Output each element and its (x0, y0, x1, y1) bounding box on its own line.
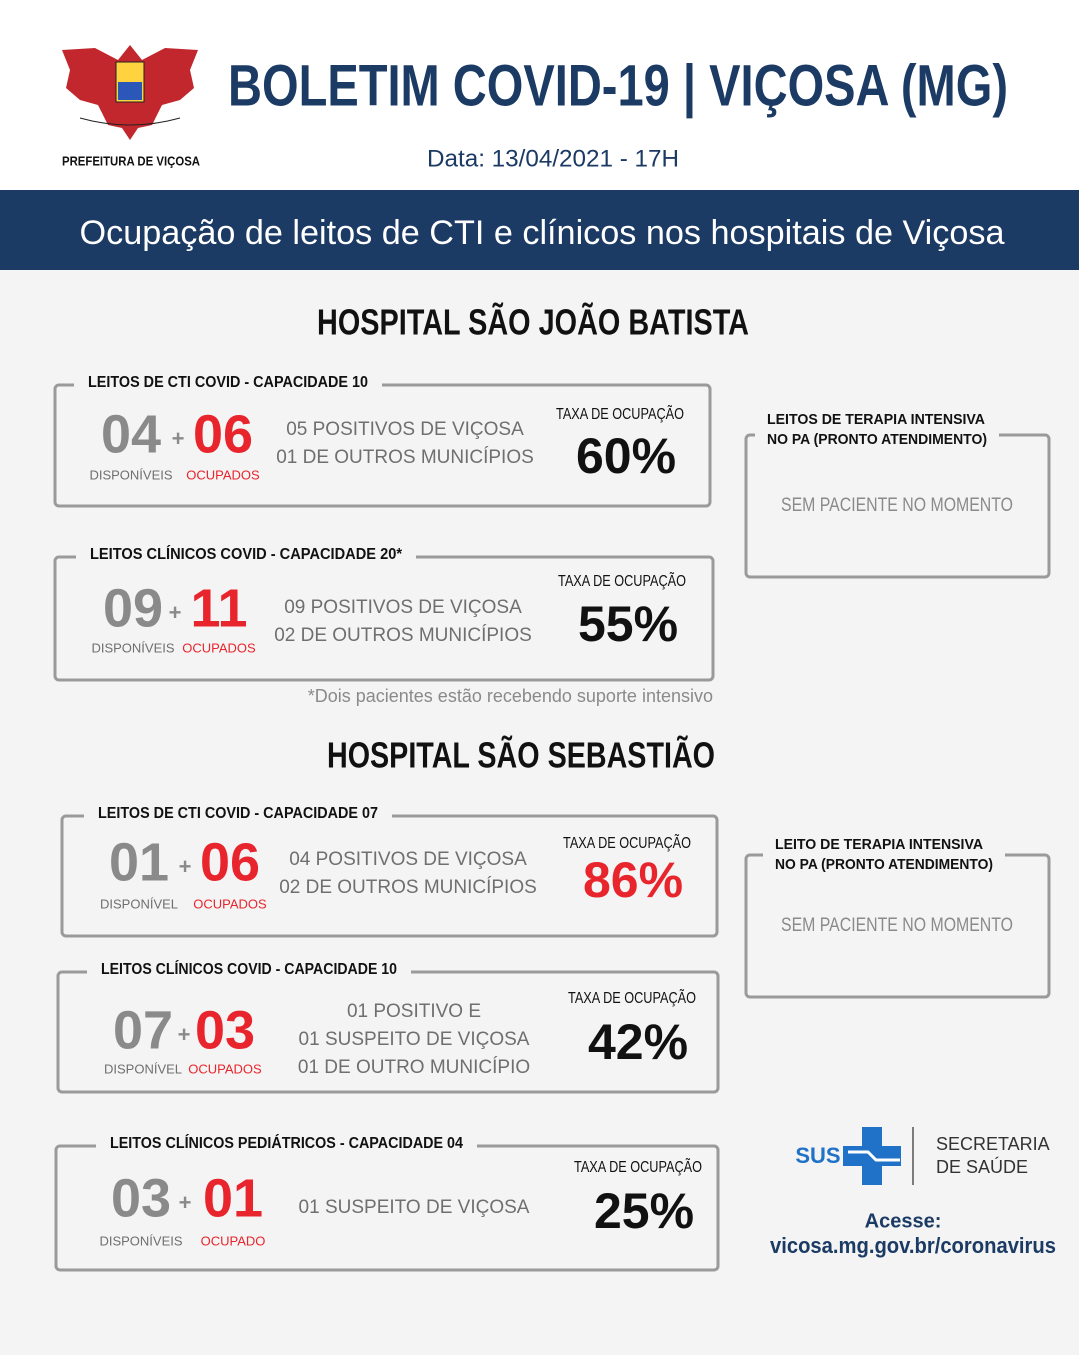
occupied: 01 (203, 1168, 263, 1228)
logo (62, 45, 198, 140)
occupied: 06 (193, 404, 253, 464)
rate: 25% (594, 1183, 694, 1239)
sus: SUS (795, 1143, 840, 1168)
occupied-label: OCUPADO (201, 1233, 266, 1248)
available-label: DISPONÍVEIS (89, 467, 172, 482)
label-bg (96, 1132, 477, 1158)
box-label: LEITOS CLÍNICOS COVID - CAPACIDADE 10 (101, 959, 397, 978)
label-bg (87, 958, 411, 984)
available-label: DISPONÍVEL (100, 896, 178, 911)
occupied: 11 (190, 578, 247, 638)
ribbon (79, 117, 181, 126)
label-bg (76, 543, 416, 569)
available: 01 (109, 832, 169, 892)
available-label: DISPONÍVEL (104, 1061, 182, 1076)
rate-label: TAXA DE OCUPAÇÃO (574, 1156, 702, 1176)
plus: + (172, 426, 185, 451)
date: Data: 13/04/2021 - 17H (427, 145, 679, 172)
pa-label: LEITOS DE TERAPIA INTENSIVA (767, 411, 985, 428)
logo-caption: PREFEITURA DE VIÇOSA (62, 153, 201, 168)
box-label: LEITOS CLÍNICOS PEDIÁTRICOS - CAPACIDADE… (110, 1133, 463, 1152)
detail: 01 POSITIVO E (347, 1001, 481, 1022)
box-label: LEITOS CLÍNICOS COVID - CAPACIDADE 20* (90, 544, 403, 563)
rate-label: TAXA DE OCUPAÇÃO (558, 570, 686, 590)
detail: 05 POSITIVOS DE VIÇOSA (286, 419, 524, 440)
label-bg (74, 371, 382, 397)
box (53, 383, 712, 508)
hospital-name: HOSPITAL SÃO JOÃO BATISTA (317, 301, 749, 343)
label-bg (84, 802, 392, 828)
rate: 55% (578, 596, 678, 652)
label-bg (755, 408, 999, 452)
note: *Dois pacientes estão recebendo suporte … (308, 686, 713, 706)
occupied: 03 (195, 1000, 255, 1060)
pa-label: LEITO DE TERAPIA INTENSIVA (775, 836, 983, 853)
detail: 01 SUSPEITO DE VIÇOSA (299, 1029, 530, 1050)
banner: Ocupação de leitos de CTI e clínicos nos… (80, 214, 1005, 252)
available: 09 (103, 578, 163, 638)
rate-label: TAXA DE OCUPAÇÃO (568, 987, 696, 1007)
available-label: DISPONÍVEIS (99, 1233, 182, 1248)
detail: 02 DE OUTROS MUNICÍPIOS (279, 877, 537, 898)
rate: 42% (588, 1014, 688, 1070)
detail: 02 DE OUTROS MUNICÍPIOS (274, 625, 532, 646)
available: 07 (113, 1000, 173, 1060)
plus: + (169, 600, 182, 625)
occupied-label: OCUPADOS (188, 1061, 262, 1076)
hospital-name: HOSPITAL SÃO SEBASTIÃO (327, 734, 715, 776)
box-label: LEITOS DE CTI COVID - CAPACIDADE 10 (88, 374, 368, 391)
rate: 60% (576, 428, 676, 484)
rate: 86% (583, 852, 683, 908)
title: BOLETIM COVID-19 | VIÇOSA (MG) (228, 53, 1008, 118)
rate-label: TAXA DE OCUPAÇÃO (556, 403, 684, 423)
rate-label: TAXA DE OCUPAÇÃO (563, 832, 691, 852)
occupied: 06 (200, 832, 260, 892)
box-label: LEITOS DE CTI COVID - CAPACIDADE 07 (98, 805, 378, 822)
cross-line (848, 1150, 900, 1162)
available-label: DISPONÍVEIS (91, 640, 174, 655)
detail: 09 POSITIVOS DE VIÇOSA (284, 597, 522, 618)
access: Acesse: (865, 1210, 942, 1232)
available: 03 (111, 1168, 171, 1228)
pa-label: NO PA (PRONTO ATENDIMENTO) (775, 856, 993, 873)
pa-label: NO PA (PRONTO ATENDIMENTO) (767, 431, 987, 448)
plus: + (179, 1190, 192, 1215)
available: 04 (101, 404, 161, 464)
shield-blue (118, 82, 142, 100)
secretaria: SECRETARIA (936, 1134, 1050, 1154)
plus: + (179, 854, 192, 879)
banner-bg (0, 190, 1079, 270)
pa-message: SEM PACIENTE NO MOMENTO (781, 495, 1013, 516)
detail: 01 DE OUTROS MUNICÍPIOS (276, 447, 534, 468)
detail: 01 DE OUTRO MUNICÍPIO (298, 1057, 530, 1078)
detail: 01 SUSPEITO DE VIÇOSA (299, 1197, 530, 1218)
label-bg (763, 833, 1005, 877)
url: vicosa.mg.gov.br/coronavirus (770, 1233, 1056, 1258)
plus: + (178, 1022, 191, 1047)
pa-message: SEM PACIENTE NO MOMENTO (781, 915, 1013, 936)
occupied-label: OCUPADOS (193, 896, 267, 911)
detail: 04 POSITIVOS DE VIÇOSA (289, 849, 527, 870)
secretaria: DE SAÚDE (936, 1156, 1028, 1177)
occupied-label: OCUPADOS (182, 640, 256, 655)
sus-cross (843, 1127, 901, 1185)
occupied-label: OCUPADOS (186, 467, 260, 482)
